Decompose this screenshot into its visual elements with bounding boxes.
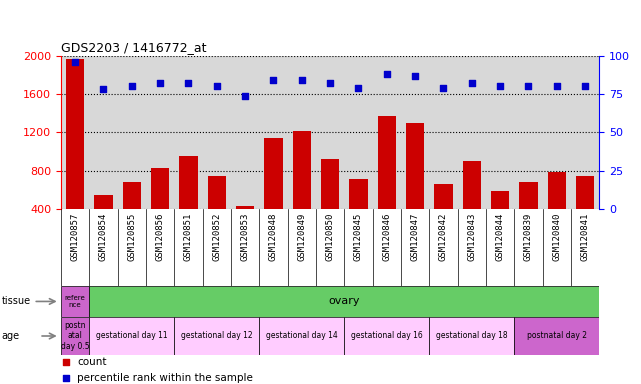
Bar [236,207,254,248]
Text: gestational day 18: gestational day 18 [436,331,508,341]
Text: GSM120855: GSM120855 [128,213,137,262]
Bar [259,317,344,355]
Point [523,83,533,89]
Text: count: count [77,358,106,367]
Text: gestational day 12: gestational day 12 [181,331,253,341]
Point [269,77,279,83]
Text: GSM120840: GSM120840 [553,213,562,262]
Text: ovary: ovary [329,296,360,306]
Bar [151,168,169,248]
Bar [547,172,566,248]
Text: postn
atal
day 0.5: postn atal day 0.5 [61,321,89,351]
Bar [491,191,510,248]
Text: GSM120846: GSM120846 [382,213,391,262]
Point [240,93,250,99]
Bar [463,161,481,248]
Bar [61,286,89,317]
Text: GSM120844: GSM120844 [495,213,504,262]
Point [353,85,363,91]
Point [212,83,222,89]
Point [61,359,71,366]
Bar [406,123,424,248]
Bar [208,176,226,248]
Bar [519,182,538,248]
Text: age: age [1,331,19,341]
Text: GDS2203 / 1416772_at: GDS2203 / 1416772_at [61,41,206,55]
Text: GSM120849: GSM120849 [297,213,306,262]
Text: GSM120847: GSM120847 [411,213,420,262]
Bar [434,184,453,248]
Bar [89,317,174,355]
Text: GSM120852: GSM120852 [212,213,221,262]
Bar [174,317,259,355]
Point [410,73,420,79]
Text: GSM120843: GSM120843 [467,213,476,262]
Text: gestational day 11: gestational day 11 [96,331,167,341]
Point [552,83,562,89]
Text: GSM120850: GSM120850 [326,213,335,262]
Text: GSM120848: GSM120848 [269,213,278,262]
Bar [378,116,396,248]
Bar [321,159,339,248]
Bar [264,138,283,248]
Bar [94,195,113,248]
Bar [514,317,599,355]
Text: percentile rank within the sample: percentile rank within the sample [77,373,253,383]
Text: refere
nce: refere nce [65,295,85,308]
Point [183,80,194,86]
Point [155,80,165,86]
Bar [179,156,197,248]
Point [61,375,71,381]
Point [98,86,108,93]
Bar [292,131,311,248]
Point [297,77,307,83]
Bar [344,317,429,355]
Text: GSM120854: GSM120854 [99,213,108,262]
Bar [429,317,514,355]
Point [127,83,137,89]
Text: postnatal day 2: postnatal day 2 [527,331,587,341]
Text: GSM120842: GSM120842 [439,213,448,262]
Point [381,71,392,77]
Point [580,83,590,89]
Text: tissue: tissue [1,296,30,306]
Bar [576,176,594,248]
Text: GSM120856: GSM120856 [156,213,165,262]
Text: GSM120839: GSM120839 [524,213,533,262]
Point [467,80,477,86]
Text: GSM120841: GSM120841 [581,213,590,262]
Bar [349,179,368,248]
Text: GSM120853: GSM120853 [240,213,249,262]
Point [70,59,80,65]
Text: gestational day 14: gestational day 14 [266,331,338,341]
Bar [66,59,84,248]
Text: GSM120851: GSM120851 [184,213,193,262]
Bar [61,317,89,355]
Text: GSM120845: GSM120845 [354,213,363,262]
Point [495,83,505,89]
Bar [122,182,141,248]
Text: GSM120857: GSM120857 [71,213,79,262]
Point [325,80,335,86]
Point [438,85,449,91]
Text: gestational day 16: gestational day 16 [351,331,422,341]
